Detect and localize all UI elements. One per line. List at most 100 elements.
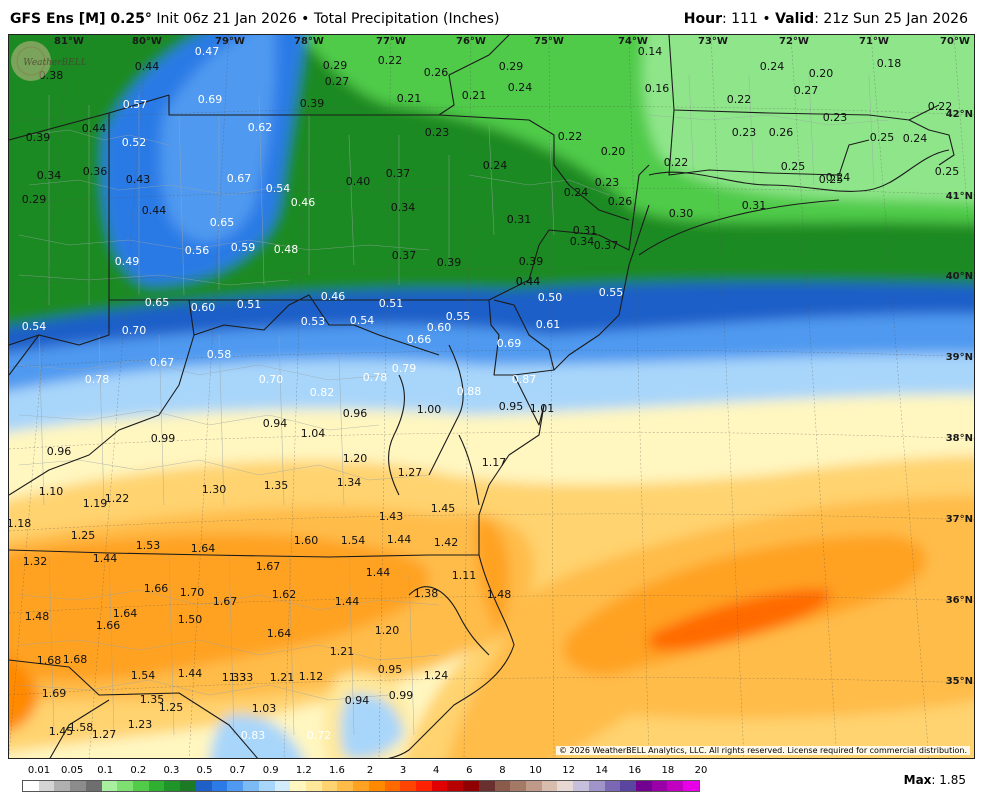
- forecast-time: Hour: 111 • Valid: 21z Sun 25 Jan 2026: [684, 11, 968, 27]
- legend-label: 0.2: [130, 765, 147, 776]
- legend-label: 4: [433, 765, 440, 776]
- value-label: 0.55: [599, 286, 624, 299]
- value-label: 0.94: [263, 417, 288, 430]
- latitude-label: 41°N: [946, 191, 973, 202]
- legend-swatch: [651, 781, 668, 791]
- longitude-label: 72°W: [779, 36, 809, 47]
- value-label: 1.19: [83, 497, 108, 510]
- value-label: 1.27: [92, 728, 117, 741]
- legend-swatch: [588, 781, 605, 791]
- longitude-label: 81°W: [54, 36, 84, 47]
- value-label: 0.16: [645, 82, 670, 95]
- copyright-notice: © 2026 WeatherBELL Analytics, LLC. All r…: [556, 746, 970, 755]
- latitude-label: 36°N: [946, 595, 973, 606]
- legend-swatch: [305, 781, 322, 791]
- legend-colorbar: [22, 780, 700, 792]
- legend-swatch: [620, 781, 637, 791]
- value-label: 1.23: [128, 718, 153, 731]
- legend-label: 6: [466, 765, 473, 776]
- value-label: 0.65: [145, 296, 170, 309]
- hour-value: : 111: [722, 11, 758, 27]
- weatherbell-logo: WeatherBELL: [11, 41, 87, 81]
- legend-label: 12: [562, 765, 575, 776]
- latitude-label: 35°N: [946, 676, 973, 687]
- value-label: 1.45: [49, 725, 74, 738]
- value-label: 1.64: [191, 542, 216, 555]
- value-label: 1.62: [272, 588, 297, 601]
- longitude-label: 73°W: [698, 36, 728, 47]
- value-label: 0.48: [274, 243, 299, 256]
- latitude-label: 37°N: [946, 514, 973, 525]
- value-label: 0.36: [83, 165, 108, 178]
- value-label: 0.96: [47, 445, 72, 458]
- value-label: 0.83: [241, 729, 266, 742]
- value-label: 0.55: [446, 310, 471, 323]
- max-value: Max: 1.85: [904, 773, 966, 787]
- value-label: 0.26: [424, 66, 449, 79]
- value-label: 1.01: [530, 402, 555, 415]
- value-label: 0.23: [823, 111, 848, 124]
- value-label: 0.70: [122, 324, 147, 337]
- value-label: 0.95: [499, 400, 524, 413]
- value-label: 1.17: [482, 456, 507, 469]
- value-label: 0.87: [512, 373, 537, 386]
- legend-swatch: [573, 781, 589, 791]
- value-label: 0.31: [742, 199, 767, 212]
- value-label: 0.46: [321, 290, 346, 303]
- value-label: 0.29: [22, 193, 47, 206]
- value-label: 0.34: [37, 169, 62, 182]
- precip-shading: [9, 35, 974, 758]
- longitude-label: 76°W: [456, 36, 486, 47]
- value-label: 1.33: [229, 671, 254, 684]
- state-boundaries: [9, 35, 955, 758]
- value-label: 0.24: [760, 60, 785, 73]
- longitude-label: 79°W: [215, 36, 245, 47]
- value-label: 1.64: [267, 627, 292, 640]
- value-label: 1.48: [25, 610, 50, 623]
- value-label: 0.78: [363, 371, 388, 384]
- value-label: 1.69: [42, 687, 67, 700]
- value-label: 0.39: [300, 97, 325, 110]
- value-label: 1.35: [264, 479, 289, 492]
- value-label: 1.53: [136, 539, 161, 552]
- legend-swatch: [180, 781, 196, 791]
- value-label: 0.79: [392, 362, 417, 375]
- value-label: 0.94: [345, 694, 370, 707]
- value-label: 0.67: [150, 356, 175, 369]
- value-label: 0.78: [85, 373, 110, 386]
- value-label: 0.43: [126, 173, 151, 186]
- legend-label: 10: [529, 765, 542, 776]
- max-label: Max: [903, 773, 932, 787]
- value-label: 1.24: [424, 669, 449, 682]
- value-label: 0.26: [608, 195, 633, 208]
- latitude-labels: 42°N 41°N 40°N 39°N 38°N 37°N 36°N 35°N: [946, 109, 973, 687]
- value-label: 1.48: [487, 588, 512, 601]
- value-label: 0.27: [794, 84, 819, 97]
- value-label: 0.99: [389, 689, 414, 702]
- value-label: 0.37: [386, 167, 411, 180]
- value-label: 0.30: [669, 207, 694, 220]
- value-label: 0.31: [573, 224, 598, 237]
- legend-swatch: [164, 781, 181, 791]
- value-label: 1.44: [366, 566, 391, 579]
- legend-swatch: [683, 781, 699, 791]
- value-label: 1.42: [434, 536, 459, 549]
- value-label: 0.72: [307, 729, 332, 742]
- legend-swatch: [368, 781, 385, 791]
- value-label: 0.39: [519, 255, 544, 268]
- value-label: 0.34: [570, 235, 595, 248]
- value-label: 1.32: [23, 555, 48, 568]
- precipitation-map[interactable]: 0.38 0.44 0.47 0.57 0.69 0.62 0.39 0.29 0.27 0.22…: [8, 34, 975, 759]
- value-label: 0.69: [497, 337, 522, 350]
- valid-value: : 21z Sun 25 Jan 2026: [814, 11, 968, 27]
- legend-swatch: [541, 781, 558, 791]
- value-label: 0.44: [82, 122, 107, 135]
- value-label: 0.96: [343, 407, 368, 420]
- legend-label: 1.6: [328, 765, 345, 776]
- latitude-label: 42°N: [946, 109, 973, 120]
- value-label: 0.23: [595, 176, 620, 189]
- value-label: 1.66: [96, 619, 121, 632]
- value-label: 1.44: [335, 595, 360, 608]
- legend-swatch: [557, 781, 574, 791]
- value-label: 0.23: [732, 126, 757, 139]
